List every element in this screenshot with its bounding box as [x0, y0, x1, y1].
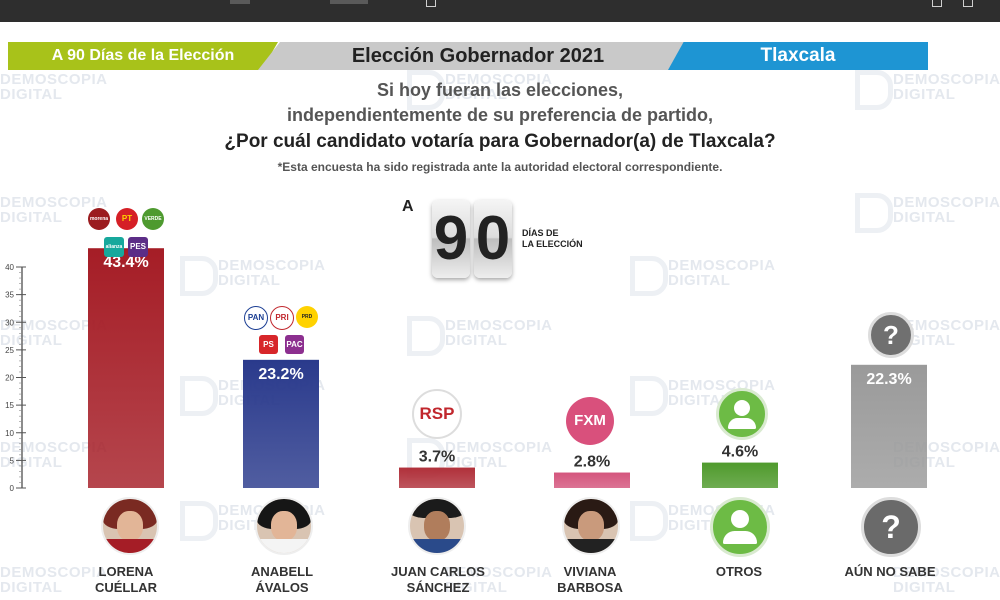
bar-value-label: 22.3%	[866, 371, 911, 388]
bar	[399, 467, 475, 488]
candidate-photo-viviana	[562, 497, 620, 555]
y-tick-label: 5	[10, 456, 15, 465]
watermark-logo-icon	[407, 70, 445, 110]
countdown-digit: 9	[432, 200, 470, 278]
candidate-name: VIVIANA BARBOSA	[557, 564, 623, 595]
pt-logo-icon: PT	[116, 208, 138, 230]
watermark-logo-icon	[180, 501, 218, 541]
bar	[851, 364, 927, 488]
person-icon	[710, 497, 770, 557]
banner-election: Elección Gobernador 2021	[258, 42, 698, 70]
countdown-caption: DÍAS DE LA ELECCIÓN	[522, 228, 583, 249]
rsp-logo-icon: RSP	[412, 389, 462, 439]
pan-logo-icon: PAN	[244, 306, 268, 330]
bar	[88, 248, 164, 488]
morena-logo-icon: morena	[88, 208, 110, 230]
prd-logo-icon: PRD	[296, 306, 318, 328]
candidate-name: JUAN CARLOS SÁNCHEZ	[391, 564, 485, 595]
watermark-logo-icon	[407, 316, 445, 356]
verde-logo-icon: VERDE	[142, 208, 164, 230]
watermark-logo-icon	[855, 70, 893, 110]
y-tick-label: 25	[5, 346, 14, 355]
y-tick-label: 10	[5, 429, 14, 438]
alianza-logo-icon: alianza	[104, 237, 124, 257]
question-mark-icon: ?	[861, 497, 921, 557]
close-icon[interactable]	[963, 0, 973, 7]
y-tick-label: 40	[5, 263, 14, 272]
watermark-logo-icon	[630, 256, 668, 296]
y-tick-label: 0	[10, 484, 15, 493]
bar-value-label: 2.8%	[574, 454, 610, 471]
question-line: independientemente de su preferencia de …	[286, 105, 714, 125]
browser-toolbar	[0, 0, 1000, 22]
banner-state: Tlaxcala	[668, 42, 928, 70]
bar-value-label: 3.7%	[419, 449, 455, 466]
banner-days: A 90 Días de la Elección	[8, 42, 278, 70]
candidate-name: ANABELL ÁVALOS	[250, 564, 314, 595]
person-icon	[716, 388, 768, 440]
disclaimer-note: *Esta encuesta ha sido registrada ante l…	[277, 160, 723, 174]
countdown-digit: 0	[474, 200, 512, 278]
toolbar-button[interactable]	[230, 0, 250, 4]
pri-logo-icon: PRI	[270, 306, 294, 330]
ps-logo-icon: PS	[259, 335, 278, 354]
watermark-logo-icon	[180, 376, 218, 416]
pes-logo-icon: PES	[128, 237, 148, 257]
toolbar-button[interactable]	[330, 0, 368, 4]
countdown-prefix: A	[402, 198, 414, 215]
bar-value-label: 4.6%	[722, 444, 758, 461]
banner-election-label: Elección Gobernador 2021	[351, 45, 605, 67]
bar	[702, 462, 778, 488]
watermark-logo-icon	[855, 193, 893, 233]
y-tick-label: 30	[5, 318, 14, 327]
y-tick-label: 15	[5, 401, 14, 410]
question-mark-icon: ?	[868, 312, 914, 358]
y-tick-label: 20	[5, 374, 14, 383]
bar-value-label: 23.2%	[258, 366, 303, 383]
bar-value-label: 43.4%	[103, 254, 148, 271]
candidate-name: LORENA CUÉLLAR	[94, 564, 158, 595]
watermark-logo-icon	[630, 376, 668, 416]
window-icon[interactable]	[426, 0, 436, 7]
watermark-logo-icon	[630, 501, 668, 541]
candidate-photo-anabell	[255, 497, 313, 555]
candidate-photo-juan-carlos	[408, 497, 466, 555]
candidate-name: AÚN NO SABE	[844, 564, 936, 579]
y-tick-label: 35	[5, 291, 14, 300]
download-icon[interactable]	[932, 0, 942, 7]
question-main: ¿Por cuál candidato votaría para Goberna…	[224, 131, 776, 152]
pac-logo-icon: PAC	[285, 335, 304, 354]
candidate-photo-lorena	[101, 497, 159, 555]
question-line: Si hoy fueran las elecciones,	[376, 80, 624, 100]
banner-days-label: A 90 Días de la Elección	[51, 47, 235, 64]
fxm-logo-icon: FXM	[566, 397, 614, 445]
bar	[554, 472, 630, 488]
watermark-logo-icon	[180, 256, 218, 296]
candidate-name: OTROS	[715, 564, 763, 579]
bar	[243, 359, 319, 488]
banner-state-label: Tlaxcala	[760, 45, 836, 66]
